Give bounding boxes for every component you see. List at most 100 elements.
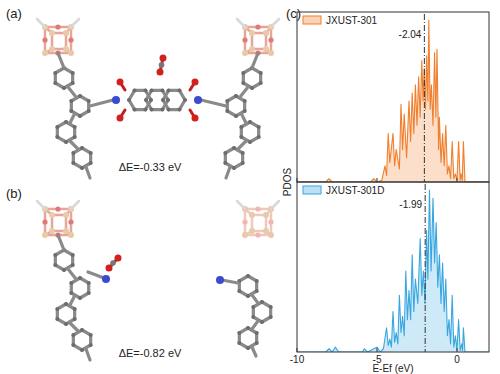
atom: [71, 263, 75, 267]
atom: [49, 212, 55, 218]
atom: [42, 37, 47, 42]
atom: [69, 99, 73, 103]
atom: [246, 346, 250, 350]
atom: [64, 322, 68, 326]
atom: [255, 232, 260, 237]
bond: [86, 167, 90, 178]
legend-label: JXUST-301: [326, 15, 378, 26]
atom: [73, 125, 77, 129]
atom: [78, 296, 82, 300]
atom: [68, 219, 73, 224]
atom: [160, 55, 167, 62]
figure: (a)ΔE=-0.33 eV(b)ΔE=-0.82 eV(c)JXUST-301…: [0, 0, 500, 374]
atom: [241, 161, 245, 165]
atom: [249, 46, 255, 52]
atom: [55, 135, 59, 139]
atom: [53, 253, 57, 257]
atom: [42, 232, 48, 238]
atom: [249, 30, 255, 36]
atom: [263, 30, 269, 36]
bond: [237, 201, 245, 209]
atom: [89, 161, 93, 165]
atom: [71, 161, 75, 165]
atom: [87, 291, 91, 295]
bond: [86, 349, 90, 360]
atom: [68, 37, 73, 42]
molecules: [37, 19, 279, 360]
atom: [69, 291, 73, 295]
atom: [246, 294, 250, 298]
atom: [246, 274, 250, 278]
atom: [223, 161, 227, 165]
atom: [117, 115, 124, 122]
atom: [149, 98, 153, 102]
plot-area: [297, 184, 489, 352]
atom: [49, 30, 55, 36]
atom: [87, 109, 91, 113]
bond: [70, 115, 74, 123]
atom: [242, 37, 247, 42]
legend-swatch: [303, 16, 321, 24]
atom: [167, 88, 171, 92]
atom: [64, 140, 68, 144]
x-tick: [297, 178, 298, 182]
atom: [255, 279, 259, 283]
atom: [237, 331, 241, 335]
atom: [101, 285, 105, 289]
bond: [58, 235, 64, 250]
atom: [78, 94, 82, 98]
atom: [53, 71, 57, 75]
atom: [225, 99, 229, 103]
frame: [297, 182, 489, 352]
atom: [64, 302, 68, 306]
atom: [80, 348, 84, 352]
atom: [53, 263, 57, 267]
atom: [242, 50, 248, 56]
x-tick-label: 0: [454, 354, 460, 365]
atom: [216, 276, 224, 284]
atom: [133, 88, 137, 92]
atom: [102, 275, 110, 283]
bond: [71, 201, 79, 209]
atom: [71, 343, 75, 347]
atom: [251, 315, 255, 319]
atom: [144, 98, 148, 102]
atom: [268, 37, 273, 42]
atom: [269, 305, 273, 309]
bond: [237, 19, 245, 27]
atom: [249, 212, 255, 218]
atom: [248, 120, 252, 124]
atom: [117, 79, 124, 86]
atom: [108, 284, 112, 288]
bond: [68, 87, 76, 97]
pdos-panel: JXUST-301-2.04PDOS: [282, 12, 489, 196]
atom: [268, 232, 274, 238]
atom: [259, 71, 263, 75]
plot-area: [297, 14, 489, 182]
atom: [89, 333, 93, 337]
atom: [260, 320, 264, 324]
bond: [252, 295, 258, 303]
bond: [71, 19, 79, 27]
atom: [237, 341, 241, 345]
atom: [263, 46, 269, 52]
atom: [71, 253, 75, 257]
atom: [80, 166, 84, 170]
atom: [55, 317, 59, 321]
atom: [242, 219, 247, 224]
bond: [252, 53, 258, 68]
atom: [178, 108, 182, 112]
bond: [70, 297, 74, 305]
atom: [159, 62, 165, 68]
atom: [78, 276, 82, 280]
atom: [255, 341, 259, 345]
atom: [241, 81, 245, 85]
atom: [249, 228, 255, 234]
atom: [63, 30, 69, 36]
atom: [115, 255, 122, 262]
panel-label: (a): [6, 6, 22, 21]
atom: [55, 24, 60, 29]
x-tick: [377, 178, 378, 182]
atom: [63, 228, 69, 234]
atom: [150, 108, 154, 112]
